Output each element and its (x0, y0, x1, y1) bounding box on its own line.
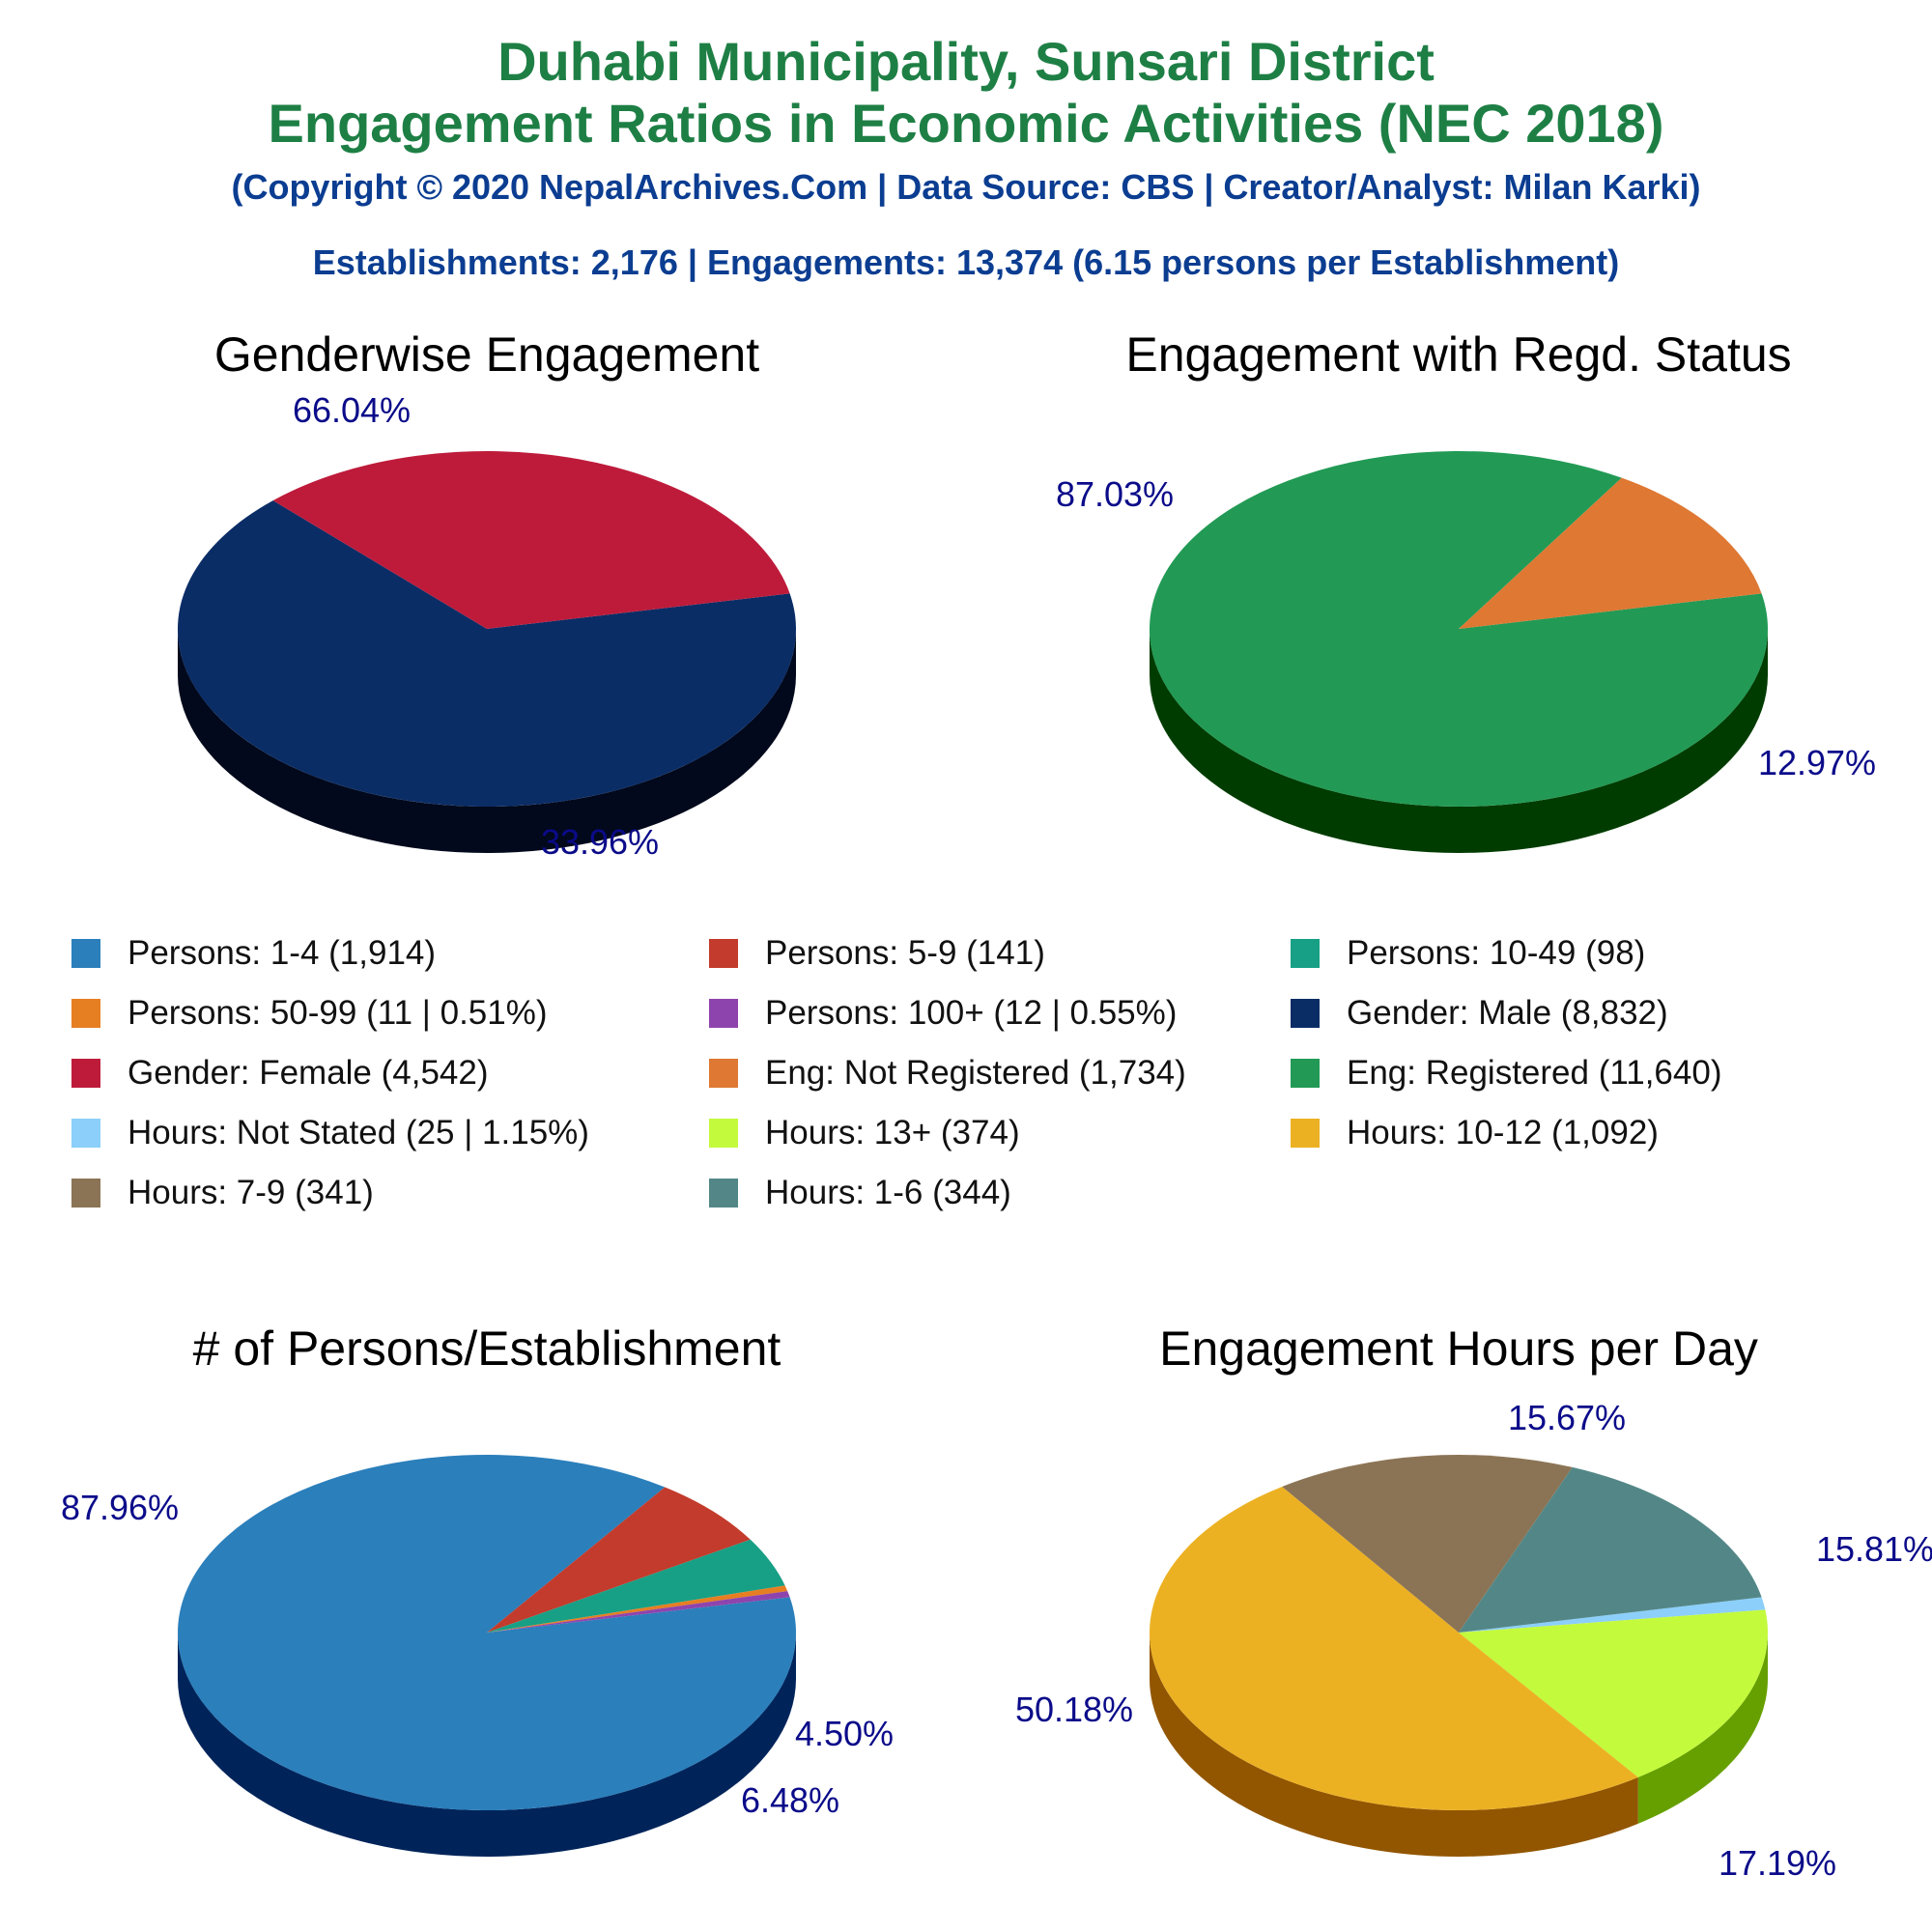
legend-item: Hours: 13+ (374) (709, 1109, 1020, 1157)
legend-item: Hours: 7-9 (341) (71, 1169, 374, 1217)
pie-slice-persons-5-9 (487, 1487, 751, 1633)
legend-label: Persons: 50-99 (11 | 0.51%) (128, 994, 548, 1032)
summary-line: Establishments: 2,176 | Engagements: 13,… (312, 242, 1620, 282)
pie-chart-title: Engagement with Regd. Status (1125, 327, 1791, 382)
legend-swatch (71, 939, 100, 968)
pie-slice-hours-not-stated (1459, 1597, 1766, 1633)
pie-label-persons-5-9: 6.48% (741, 1780, 839, 1820)
legend-item: Persons: 10-49 (98) (1291, 929, 1645, 978)
pie-side-persons-1-4 (178, 1633, 796, 1857)
credit-line: (Copyright © 2020 NepalArchives.Com | Da… (231, 167, 1701, 207)
legend-item: Hours: 1-6 (344) (709, 1169, 1011, 1217)
pie-sides (178, 1633, 796, 1857)
legend-item: Eng: Registered (11,640) (1291, 1049, 1721, 1097)
pie-label-hours-7-9: 15.67% (1508, 1398, 1626, 1437)
pie-chart-1: Genderwise Engagement 66.04% 33.96% (178, 327, 797, 862)
pie-slice-persons-50-99 (487, 1585, 788, 1633)
legend-swatch (709, 1059, 738, 1088)
pie-slice-persons-1-4 (178, 1455, 797, 1811)
pie-chart-title: Engagement Hours per Day (1159, 1321, 1758, 1376)
legend-swatch (71, 1179, 100, 1208)
pie-side-hours-13 (1637, 1633, 1768, 1824)
legend-swatch (71, 1059, 100, 1088)
pie-label-gender-male: 66.04% (293, 390, 411, 430)
legend-label: Gender: Male (8,832) (1347, 994, 1668, 1032)
legend-item: Gender: Male (8,832) (1291, 989, 1668, 1037)
legend-label: Hours: 1-6 (344) (765, 1174, 1011, 1211)
legend-label: Gender: Female (4,542) (128, 1054, 489, 1092)
legend-swatch (709, 1179, 738, 1208)
pie-sides (1150, 1633, 1768, 1858)
legend-label: Eng: Not Registered (1,734) (765, 1054, 1186, 1092)
legend-swatch (71, 999, 100, 1028)
legend-swatch (709, 939, 738, 968)
legend-swatch (1291, 999, 1320, 1028)
pie-slice-persons-100 (487, 1591, 790, 1633)
pie-slice-hours-13 (1459, 1609, 1768, 1777)
pie-label-hours-13: 17.19% (1719, 1843, 1836, 1883)
legend-item: Persons: 5-9 (141) (709, 929, 1045, 978)
legend-item: Persons: 50-99 (11 | 0.51%) (71, 989, 548, 1037)
legend-label: Hours: Not Stated (25 | 1.15%) (128, 1114, 589, 1151)
pie-slice-gender-male (178, 500, 797, 807)
pie-label-gender-female: 33.96% (541, 822, 659, 862)
pie-slice-gender-female (272, 451, 790, 629)
legend-swatch (71, 1119, 100, 1148)
pie-side-eng-registered (1150, 629, 1768, 853)
pie-side-gender-male (178, 629, 796, 853)
legend-swatch (1291, 1119, 1320, 1148)
pie-slice-hours-7-9 (1282, 1455, 1573, 1633)
pie-slice-hours-10-12 (1150, 1486, 1638, 1810)
legend-swatch (1291, 939, 1320, 968)
legend-swatch (709, 1119, 738, 1148)
legend-item: Persons: 1-4 (1,914) (71, 929, 436, 978)
legend-item: Persons: 100+ (12 | 0.55%) (709, 989, 1177, 1037)
pie-slice-hours-1-6 (1459, 1466, 1762, 1633)
pie-label-hours-10-12: 50.18% (1015, 1690, 1133, 1729)
pie-sides (1150, 629, 1768, 853)
pie-slice-eng-not-registered (1459, 477, 1762, 629)
legend-swatch (1291, 1059, 1320, 1088)
pie-label-hours-1-6: 15.81% (1816, 1529, 1932, 1569)
legend-item: Hours: Not Stated (25 | 1.15%) (71, 1109, 589, 1157)
legend-label: Hours: 10-12 (1,092) (1347, 1114, 1659, 1151)
legend-label: Eng: Registered (11,640) (1347, 1054, 1722, 1092)
legend-label: Persons: 10-49 (98) (1347, 934, 1646, 972)
pie-chart-2: Engagement with Regd. Status 87.03% 12.97% (1056, 327, 1876, 853)
legend-item: Hours: 10-12 (1,092) (1291, 1109, 1659, 1157)
title-line-1: Duhabi Municipality, Sunsari District (497, 31, 1435, 92)
pie-side-hours-10-12 (1150, 1633, 1638, 1858)
pie-label-eng-registered: 87.03% (1056, 474, 1174, 514)
pie-chart-title: # of Persons/Establishment (193, 1321, 781, 1376)
pie-label-eng-not-registered: 12.97% (1758, 743, 1876, 782)
legend-label: Persons: 100+ (12 | 0.55%) (765, 994, 1178, 1032)
legend-label: Persons: 5-9 (141) (765, 934, 1045, 972)
pie-label-persons-1-4: 87.96% (61, 1488, 179, 1527)
legend-label: Persons: 1-4 (1,914) (128, 934, 437, 972)
pie-slice-persons-10-49 (487, 1539, 785, 1633)
pie-chart-4: Engagement Hours per Day 17.19% 50.18% 15.6… (1015, 1321, 1932, 1883)
legend-item: Eng: Not Registered (1,734) (709, 1049, 1186, 1097)
legend-item: Gender: Female (4,542) (71, 1049, 489, 1097)
title-line-2: Engagement Ratios in Economic Activities… (268, 93, 1664, 154)
legend-label: Hours: 13+ (374) (765, 1114, 1020, 1151)
legend-label: Hours: 7-9 (341) (128, 1174, 374, 1211)
pie-label-persons-10-49: 4.50% (795, 1714, 894, 1753)
pie-chart-title: Genderwise Engagement (214, 327, 759, 382)
pie-sides (178, 629, 796, 853)
pie-chart-3: # of Persons/Establishment 87.96% 6.48% 4.5… (61, 1321, 894, 1857)
legend-swatch (709, 999, 738, 1028)
